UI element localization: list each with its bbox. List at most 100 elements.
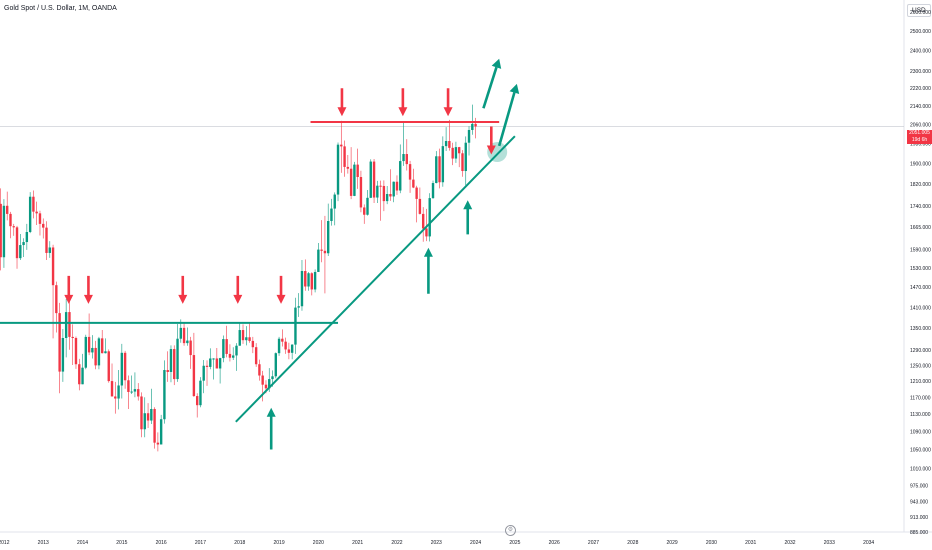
candle-body	[310, 273, 314, 290]
forecast-arrow-icon	[491, 58, 502, 69]
candle-body	[304, 271, 307, 287]
candle-body	[48, 247, 51, 253]
x-tick-label: 2021	[352, 540, 363, 546]
candle-body	[457, 147, 461, 154]
candle-body	[451, 147, 454, 159]
candle-body	[415, 187, 418, 199]
forecast-arrow-icon	[509, 83, 520, 94]
candle-body	[110, 381, 114, 397]
candle-body	[340, 144, 343, 147]
candle-body	[173, 349, 176, 380]
candle-body	[376, 185, 379, 198]
down-arrow-icon	[83, 275, 93, 304]
x-tick-label: 2026	[549, 540, 560, 546]
candle-body	[379, 185, 382, 187]
candle-body	[268, 379, 271, 389]
candle-body	[51, 247, 55, 286]
candle-body	[382, 185, 386, 202]
candle-body	[330, 208, 333, 222]
candle-body	[464, 142, 467, 172]
candle-body	[444, 141, 448, 147]
candle-body	[448, 141, 451, 148]
candle-body	[12, 226, 15, 228]
candle-body	[369, 161, 372, 198]
candle-body	[5, 205, 9, 214]
currency-button[interactable]: USD	[907, 4, 931, 17]
candle-body	[169, 349, 173, 372]
candle-body	[231, 355, 235, 358]
candle-body	[228, 353, 232, 358]
candle-body	[307, 273, 310, 287]
candle-body	[120, 352, 124, 386]
candle-body	[212, 358, 215, 360]
candle-body	[9, 213, 12, 227]
candle-body	[372, 161, 376, 198]
candle-body	[281, 338, 284, 342]
candle-body	[166, 370, 169, 372]
candle-body	[287, 349, 291, 353]
x-tick-label: 2025	[509, 540, 520, 546]
candle-body	[2, 205, 6, 258]
candle-body	[0, 203, 2, 258]
candle-body	[412, 179, 415, 188]
y-tick-label: 1590.000	[910, 247, 931, 253]
up-arrow-icon	[423, 247, 433, 294]
candle-body	[251, 340, 255, 348]
candle-body	[258, 364, 261, 376]
candle-body	[163, 370, 166, 420]
candle-body	[35, 211, 38, 214]
y-tick-label: 2300.000	[910, 69, 931, 75]
y-tick-label: 1530.000	[910, 266, 931, 272]
candle-body	[74, 337, 78, 365]
y-tick-label: 2400.000	[910, 49, 931, 55]
chart-settings-icon[interactable]: ⚙	[505, 525, 516, 536]
candle-body	[248, 337, 251, 341]
candle-body	[127, 380, 130, 392]
candle-body	[235, 345, 238, 356]
candle-body	[297, 306, 300, 308]
candle-body	[91, 347, 94, 353]
candle-body	[353, 164, 356, 196]
x-tick-label: 2033	[824, 540, 835, 546]
y-tick-label: 1900.000	[910, 161, 931, 167]
candle-body	[317, 249, 320, 272]
x-tick-label: 2029	[667, 540, 678, 546]
down-arrow-icon	[486, 126, 496, 155]
y-tick-label: 1665.000	[910, 225, 931, 231]
y-tick-label: 2600.000	[910, 10, 931, 16]
candle-body	[84, 336, 88, 368]
candle-body	[61, 337, 65, 372]
y-tick-label: 885.000	[910, 530, 928, 536]
candle-body	[199, 380, 202, 406]
candle-body	[245, 337, 248, 341]
down-arrow-icon	[398, 88, 408, 117]
uptrend-line	[235, 135, 516, 423]
y-tick-label: 2500.000	[910, 29, 931, 35]
candle-body	[467, 129, 471, 143]
candle-body	[421, 213, 425, 229]
candle-body	[68, 312, 71, 337]
candle-body	[313, 271, 317, 290]
y-tick-label: 2140.000	[910, 104, 931, 110]
up-arrow-icon	[266, 407, 276, 450]
x-tick-label: 2022	[391, 540, 402, 546]
candle-body	[359, 176, 363, 208]
candle-body	[22, 242, 25, 246]
x-tick-label: 2034	[863, 540, 874, 546]
candle-body	[176, 338, 179, 380]
candle-body	[441, 146, 445, 183]
candle-body	[435, 156, 438, 184]
candle-body	[241, 330, 245, 341]
candle-body	[19, 245, 22, 259]
candle-body	[349, 168, 353, 196]
forecast-arrow-shaft	[497, 92, 516, 147]
y-tick-label: 1210.000	[910, 379, 931, 385]
down-arrow-icon	[64, 275, 74, 304]
candle-body	[71, 336, 74, 338]
candle-body	[87, 336, 91, 353]
down-arrow-icon	[276, 275, 286, 304]
up-arrow-icon	[463, 200, 473, 235]
candle-body	[81, 367, 84, 385]
y-tick-label: 2220.000	[910, 86, 931, 92]
